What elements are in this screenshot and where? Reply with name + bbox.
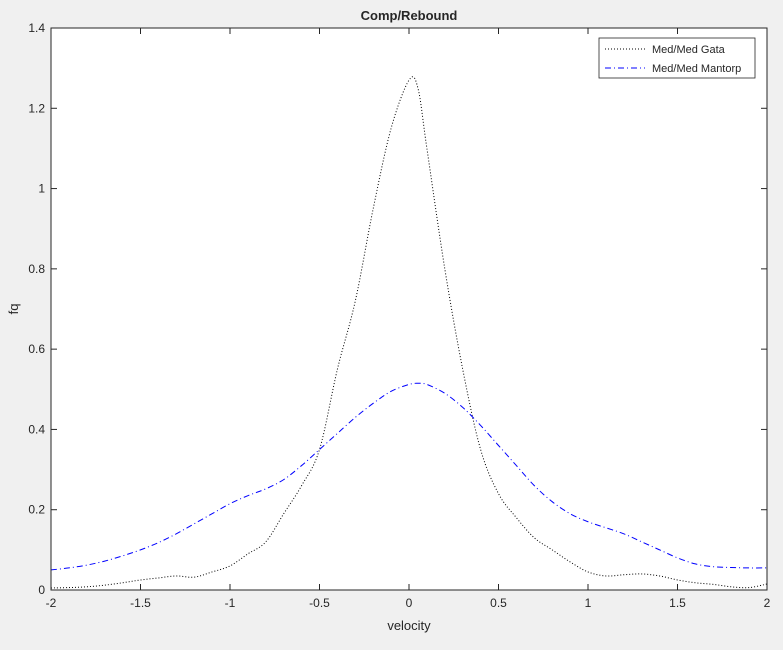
x-tick-label: 1.5 bbox=[669, 596, 686, 610]
y-tick-label: 1.4 bbox=[28, 21, 45, 35]
x-tick-label: 0 bbox=[406, 596, 413, 610]
x-tick-label: 0.5 bbox=[490, 596, 507, 610]
x-tick-label: -2 bbox=[46, 596, 57, 610]
axis-ticks: -2 -1.5 -1 -0.5 0 0.5 1 1.5 2 0 0.2 0.4 0.6 0.8 1 1.2 1.… bbox=[28, 21, 770, 610]
x-tick-label: -0.5 bbox=[309, 596, 330, 610]
axes-background bbox=[51, 28, 767, 590]
y-tick-label: 1 bbox=[38, 182, 45, 196]
x-tick-label: -1 bbox=[225, 596, 236, 610]
y-tick-label: 0.8 bbox=[28, 262, 45, 276]
y-tick-label: 0 bbox=[38, 583, 45, 597]
y-axis-label: fq bbox=[6, 304, 21, 315]
plot-lines bbox=[50, 76, 768, 589]
legend-label-med-med-gata: Med/Med Gata bbox=[652, 44, 726, 56]
chart-title: Comp/Rebound bbox=[361, 8, 458, 23]
legend[interactable]: Med/Med Gata Med/Med Mantorp bbox=[598, 37, 756, 79]
x-tick-label: 2 bbox=[764, 596, 771, 610]
x-tick-label: -1.5 bbox=[130, 596, 151, 610]
series-line-0 bbox=[50, 76, 768, 589]
legend-box bbox=[598, 37, 756, 79]
x-axis-label: velocity bbox=[387, 618, 431, 633]
y-tick-label: 0.2 bbox=[28, 503, 45, 517]
y-tick-label: 1.2 bbox=[28, 101, 45, 115]
y-tick-label: 0.4 bbox=[28, 422, 45, 436]
legend-label-med-med-mantorp: Med/Med Mantorp bbox=[652, 63, 741, 75]
y-tick-label: 0.6 bbox=[28, 342, 45, 356]
x-tick-label: 1 bbox=[585, 596, 592, 610]
